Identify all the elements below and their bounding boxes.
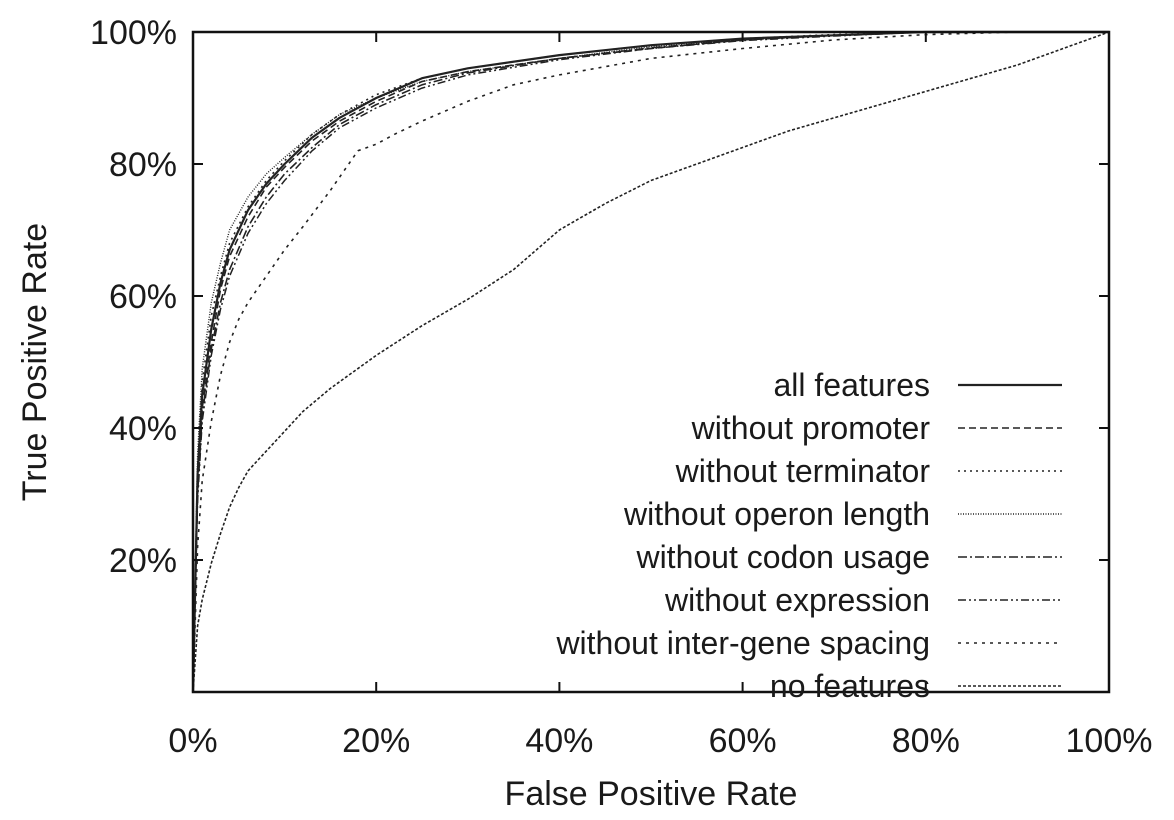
series-line-without-terminator bbox=[192, 31, 1109, 693]
legend-label: without operon length bbox=[623, 496, 930, 532]
y-tick-label: 60% bbox=[109, 278, 177, 316]
x-tick-label: 40% bbox=[525, 722, 593, 760]
x-axis-title: False Positive Rate bbox=[505, 775, 798, 813]
legend-label: without terminator bbox=[675, 453, 931, 489]
series-line-no-features bbox=[192, 31, 1110, 693]
y-axis-ticks: 20% 40% 60% 80% 100% bbox=[90, 14, 1109, 580]
plot-frame bbox=[191, 30, 1111, 694]
x-tick-label: 0% bbox=[168, 722, 217, 760]
legend-label: without inter-gene spacing bbox=[555, 625, 930, 661]
y-tick-label: 100% bbox=[90, 14, 177, 52]
series-line-without-operon-length bbox=[192, 31, 1109, 693]
y-axis-title: True Positive Rate bbox=[16, 223, 54, 501]
legend-label: without codon usage bbox=[635, 539, 930, 575]
legend-label: no features bbox=[770, 668, 930, 704]
x-tick-label: 20% bbox=[342, 722, 410, 760]
legend: all features without promoter without term… bbox=[555, 367, 1062, 704]
x-tick-label: 80% bbox=[892, 722, 960, 760]
plot-border bbox=[191, 30, 1111, 694]
series-line-without-codon-usage bbox=[192, 31, 1109, 693]
series-line-all-features bbox=[191, 30, 1109, 693]
legend-label: without expression bbox=[664, 582, 930, 618]
x-tick-label: 100% bbox=[1066, 722, 1153, 760]
y-tick-label: 40% bbox=[109, 410, 177, 448]
y-tick-label: 80% bbox=[109, 146, 177, 184]
legend-label: without promoter bbox=[691, 410, 931, 446]
series-line-without-inter-gene-spacing bbox=[192, 31, 1109, 693]
roc-curves bbox=[191, 30, 1110, 693]
legend-label: all features bbox=[773, 367, 930, 403]
x-tick-label: 60% bbox=[709, 722, 777, 760]
series-line-without-promoter bbox=[192, 31, 1109, 693]
series-line-without-expression bbox=[192, 31, 1109, 693]
y-tick-label: 20% bbox=[109, 542, 177, 580]
x-axis-ticks: 0% 20% 40% 60% 80% 100% bbox=[168, 32, 1152, 760]
